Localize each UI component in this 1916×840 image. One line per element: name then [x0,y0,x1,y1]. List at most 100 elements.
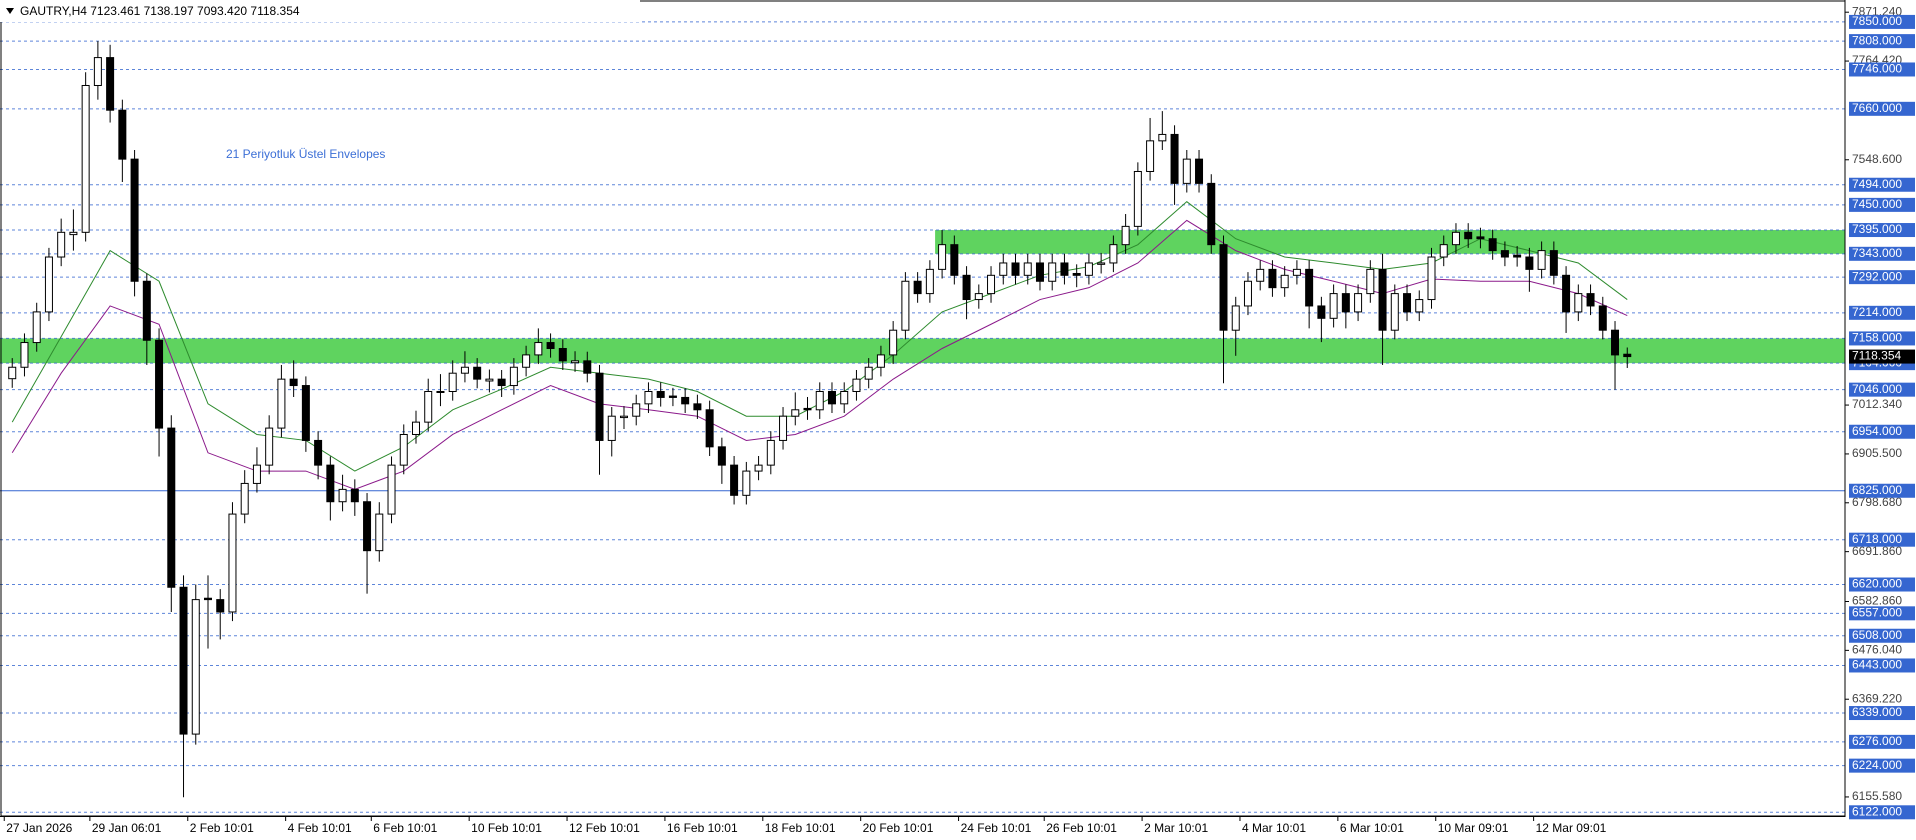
candle-body [571,360,580,364]
level-label: 7395.000 [1852,222,1902,236]
candle-body [987,274,996,295]
candle-body [436,390,445,393]
candle-body [1317,305,1326,319]
plot-frame [0,0,1846,817]
candle-body [1292,268,1301,276]
x-tick-label: 10 Feb 10:01 [471,821,542,835]
candle-body [350,488,359,503]
level-label-bg [1849,483,1915,498]
candle-body [815,390,824,411]
candle-body [558,347,567,362]
candle-body [1390,293,1399,331]
candle-body [265,427,274,466]
candle-body [950,244,959,276]
candle-body [864,366,873,380]
candle-body [228,513,237,613]
candle-body [1060,262,1069,276]
level-label-bg [1849,197,1915,212]
candle-body [399,433,408,466]
y-tick-label: 6905.500 [1852,446,1902,460]
zone [935,230,1845,254]
candle-body [876,354,885,368]
candle-body [1537,250,1546,270]
level-label-bg [1849,706,1915,721]
candle-body [1598,305,1607,331]
level-label: 6122.000 [1852,804,1902,818]
chart-header: GAUTRY,H4 7123.461 7138.197 7093.420 711… [20,4,300,18]
candle-body [705,409,714,448]
candle-body [852,378,861,392]
candle-body [693,403,702,411]
level-label-bg [1849,101,1915,116]
y-tick-label: 6369.220 [1852,691,1902,705]
candle-body [791,409,800,417]
candle-body [216,599,225,613]
y-tick-label: 7012.340 [1852,397,1902,411]
x-tick-label: 4 Feb 10:01 [288,821,352,835]
candle-body [1586,293,1595,307]
candle-body [485,378,494,382]
level-label-bg [1849,606,1915,621]
level-label: 6718.000 [1852,532,1902,546]
candle-body [1305,268,1314,307]
candle-body [1097,262,1106,265]
candle-body [106,57,115,111]
level-label-bg [1849,758,1915,773]
candle-body [730,464,739,496]
candle-body [252,464,261,484]
candle-body [1195,158,1204,184]
candle-body [1048,262,1057,282]
level-label-bg [1849,331,1915,346]
candle-body [938,244,947,270]
candle-body [8,366,17,380]
candle-body [1268,268,1277,289]
y-tick-label: 7871.240 [1852,4,1902,18]
candle-body [1476,236,1485,240]
header-arrow [6,8,14,14]
level-label: 6276.000 [1852,734,1902,748]
candle-body [44,256,53,313]
x-tick-label: 12 Mar 09:01 [1536,821,1607,835]
level-label-bg [1849,577,1915,592]
y-tick-label: 6691.860 [1852,544,1902,558]
level-label: 7450.000 [1852,197,1902,211]
candle-body [925,268,934,295]
candle-body [1011,262,1020,276]
level-label-bg [1849,34,1915,49]
candle-body [81,84,90,233]
level-label-bg [1849,177,1915,192]
level-label: 6557.000 [1852,606,1902,620]
x-tick-label: 4 Mar 10:01 [1242,821,1306,835]
level-label-bg [1849,270,1915,285]
candle-body [1158,133,1167,142]
candle-body [1341,293,1350,313]
candle-body [1133,170,1142,227]
y-tick-label: 7548.600 [1852,152,1902,166]
level-label: 7046.000 [1852,382,1902,396]
level-label: 7158.000 [1852,331,1902,345]
level-label: 7494.000 [1852,177,1902,191]
candle-body [1035,262,1044,282]
candle-body [1415,299,1424,313]
candle-body [668,395,677,398]
candle-body [424,390,433,423]
candle-body [375,513,384,552]
x-tick-label: 27 Jan 2026 [6,821,72,835]
candle-body [1146,140,1155,172]
candle-body [387,464,396,515]
candle-body [203,597,212,601]
candle-body [1549,250,1558,276]
level-label-bg [1849,658,1915,673]
x-tick-label: 12 Feb 10:01 [569,821,640,835]
level-label-bg [1849,628,1915,643]
level-label: 6443.000 [1852,658,1902,672]
candle-body [179,586,188,735]
candle-body [1109,244,1118,264]
candle-body [742,470,751,496]
x-tick-label: 6 Mar 10:01 [1340,821,1404,835]
candle-body [901,280,910,331]
candle-body [1427,256,1436,301]
candle-body [1354,293,1363,313]
